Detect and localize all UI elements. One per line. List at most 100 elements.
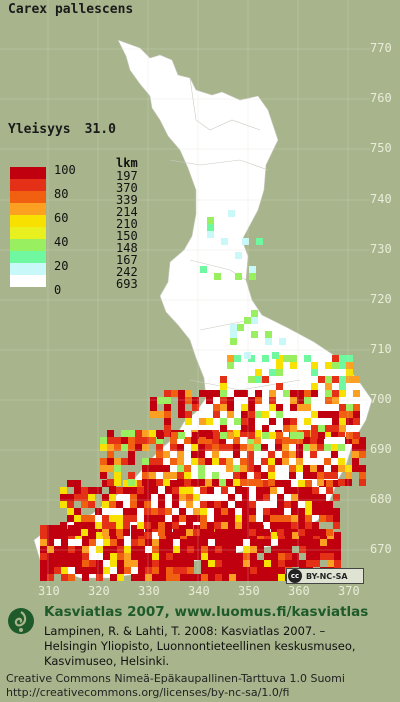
- distribution-cell: [345, 472, 352, 479]
- license-url[interactable]: http://creativecommons.org/licenses/by-n…: [6, 686, 290, 699]
- distribution-cell: [109, 501, 116, 508]
- distribution-cell: [157, 397, 164, 404]
- distribution-cell: [319, 494, 326, 501]
- distribution-cell: [325, 425, 332, 432]
- legend-label: 100: [54, 163, 76, 177]
- distribution-cell: [243, 567, 250, 574]
- distribution-cell: [305, 522, 312, 529]
- distribution-cell: [193, 508, 200, 515]
- distribution-cell: [68, 553, 75, 560]
- distribution-cell: [277, 501, 284, 508]
- distribution-cell: [82, 539, 89, 546]
- distribution-cell: [200, 522, 207, 529]
- distribution-cell: [173, 560, 180, 567]
- distribution-cell: [145, 574, 152, 581]
- distribution-cell: [131, 532, 138, 539]
- distribution-cell: [279, 338, 286, 345]
- distribution-cell: [177, 444, 184, 451]
- distribution-cell: [291, 515, 298, 522]
- distribution-cell: [269, 397, 276, 404]
- distribution-cell: [275, 444, 282, 451]
- legend-count: 370: [116, 181, 138, 195]
- distribution-cell: [272, 352, 279, 359]
- distribution-cell: [179, 508, 186, 515]
- distribution-cell: [226, 465, 233, 472]
- distribution-cell: [214, 522, 221, 529]
- distribution-cell: [298, 487, 305, 494]
- citation-line: Helsingin Yliopisto, Luonnontieteellinen…: [44, 639, 356, 653]
- distribution-cell: [158, 515, 165, 522]
- distribution-cell: [332, 397, 339, 404]
- distribution-cell: [256, 494, 263, 501]
- distribution-cell: [278, 560, 285, 567]
- distribution-cell: [230, 331, 237, 338]
- license-badge[interactable]: cc BY-NC-SA: [286, 568, 364, 584]
- distribution-cell: [159, 539, 166, 546]
- distribution-cell: [261, 472, 268, 479]
- distribution-cell: [345, 479, 352, 486]
- distribution-cell: [186, 487, 193, 494]
- distribution-cell: [144, 508, 151, 515]
- distribution-cell: [269, 390, 276, 397]
- distribution-cell: [88, 522, 95, 529]
- distribution-cell: [257, 546, 264, 553]
- distribution-cell: [235, 501, 242, 508]
- grid-label-y: 700: [370, 392, 392, 406]
- distribution-cell: [255, 390, 262, 397]
- distribution-cell: [271, 567, 278, 574]
- distribution-cell: [220, 383, 227, 390]
- distribution-cell: [88, 515, 95, 522]
- distribution-cell: [241, 411, 248, 418]
- distribution-cell: [325, 376, 332, 383]
- legend-swatch: [10, 203, 46, 215]
- distribution-cell: [81, 515, 88, 522]
- distribution-cell: [220, 404, 227, 411]
- distribution-cell: [269, 418, 276, 425]
- distribution-cell: [339, 355, 346, 362]
- distribution-cell: [96, 532, 103, 539]
- distribution-cell: [206, 432, 213, 439]
- distribution-cell: [172, 515, 179, 522]
- distribution-cell: [242, 238, 249, 245]
- distribution-cell: [107, 465, 114, 472]
- distribution-cell: [164, 404, 171, 411]
- distribution-cell: [145, 553, 152, 560]
- distribution-cell: [305, 508, 312, 515]
- distribution-cell: [215, 539, 222, 546]
- distribution-cell: [248, 411, 255, 418]
- distribution-cell: [235, 522, 242, 529]
- distribution-cell: [88, 501, 95, 508]
- distribution-cell: [47, 532, 54, 539]
- distribution-cell: [319, 515, 326, 522]
- distribution-cell: [166, 560, 173, 567]
- distribution-cell: [325, 390, 332, 397]
- distribution-cell: [269, 369, 276, 376]
- distribution-cell: [185, 411, 192, 418]
- distribution-cell: [109, 522, 116, 529]
- distribution-cell: [95, 508, 102, 515]
- distribution-cell: [40, 532, 47, 539]
- distribution-cell: [124, 567, 131, 574]
- legend-count: 197: [116, 169, 138, 183]
- distribution-cell: [166, 553, 173, 560]
- distribution-cell: [332, 390, 339, 397]
- distribution-cell: [262, 425, 269, 432]
- distribution-cell: [257, 560, 264, 567]
- distribution-cell: [213, 432, 220, 439]
- distribution-cell: [60, 522, 67, 529]
- distribution-cell: [312, 522, 319, 529]
- distribution-cell: [285, 546, 292, 553]
- distribution-cell: [296, 444, 303, 451]
- distribution-cell: [250, 574, 257, 581]
- distribution-cell: [220, 418, 227, 425]
- distribution-cell: [47, 546, 54, 553]
- distribution-cell: [271, 553, 278, 560]
- distribution-cell: [156, 479, 163, 486]
- distribution-cell: [187, 539, 194, 546]
- distribution-cell: [268, 479, 275, 486]
- distribution-cell: [297, 397, 304, 404]
- legend-swatch: [10, 227, 46, 239]
- distribution-cell: [318, 411, 325, 418]
- distribution-cell: [242, 487, 249, 494]
- distribution-cell: [121, 444, 128, 451]
